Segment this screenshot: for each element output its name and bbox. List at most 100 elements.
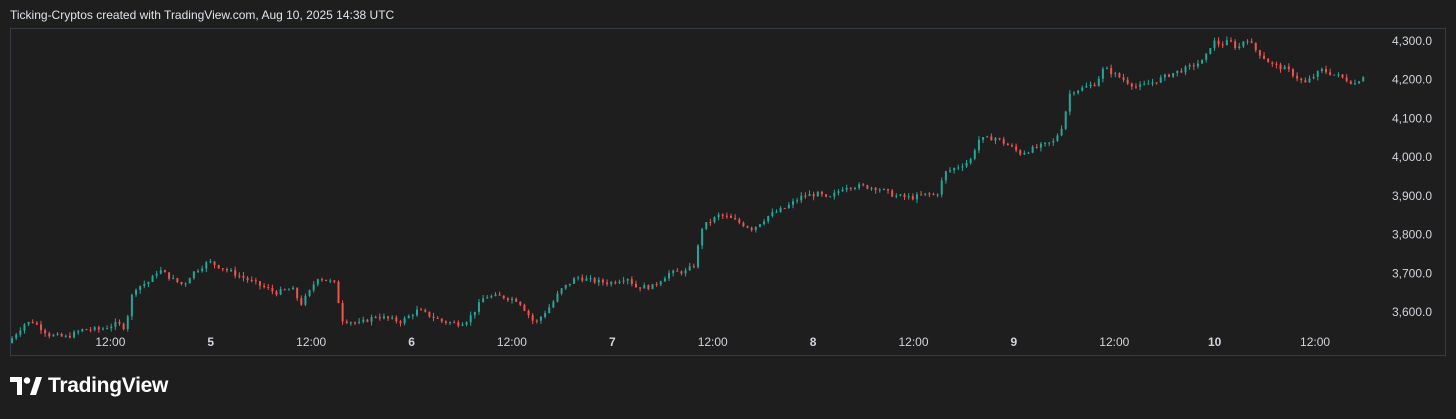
candle-body (1209, 48, 1212, 54)
candle-body (126, 316, 129, 330)
candle-body (1039, 143, 1042, 148)
candle-body (35, 322, 38, 325)
candle-body (1312, 76, 1315, 79)
candle-body (969, 158, 972, 164)
candle-body (998, 138, 1001, 140)
candle-body (1122, 77, 1125, 80)
candle-body (296, 287, 299, 299)
candle-body (254, 280, 257, 282)
candle-body (60, 333, 63, 337)
candle-body (1180, 70, 1183, 73)
candle-body (1329, 72, 1332, 75)
candle-body (721, 214, 724, 216)
candle-body (730, 215, 733, 218)
candle-body (915, 194, 918, 200)
candle-body (1139, 84, 1142, 87)
time-axis[interactable]: 12:00 5 12:00 6 12:00 7 12:00 8 12:00 9 12:00 10 12:… (95, 335, 1330, 349)
candle-body (230, 270, 233, 272)
candle-body (1163, 74, 1166, 78)
time-tick-label: 12:00 (898, 335, 928, 349)
price-tick-label: 3,800.0 (1392, 228, 1432, 242)
candle-body (1114, 73, 1117, 75)
candle-body (870, 187, 873, 189)
candle-body (527, 310, 530, 316)
candle-body (440, 318, 443, 322)
candle-body (139, 285, 142, 290)
candle-body (639, 287, 642, 289)
candle-body (444, 321, 447, 323)
candle-body (1238, 46, 1241, 48)
candle-body (833, 192, 836, 197)
candle-body (39, 324, 42, 331)
candle-body (1110, 68, 1113, 75)
candle-body (1126, 79, 1129, 84)
candle-body (1250, 41, 1253, 43)
candle-body (907, 196, 910, 198)
candle-body (428, 311, 431, 317)
candle-body (601, 279, 604, 283)
candle-body (1147, 83, 1150, 85)
candle-body (143, 283, 146, 286)
candle-body (312, 284, 315, 291)
candle-body (151, 275, 154, 282)
price-tick-label: 4,100.0 (1392, 111, 1432, 125)
time-tick-label: 12:00 (497, 335, 527, 349)
candle-body (192, 271, 195, 279)
candle-body (1308, 78, 1311, 83)
candle-body (924, 193, 927, 195)
candle-body (279, 289, 282, 295)
candle-body (424, 309, 427, 312)
tradingview-logo[interactable]: TradingView (10, 374, 168, 398)
candle-body (845, 187, 848, 190)
candle-body (647, 285, 650, 290)
candle-body (1279, 64, 1282, 70)
time-tick-label: 5 (207, 335, 214, 349)
candle-body (482, 298, 485, 303)
candle-body (382, 316, 385, 319)
candle-body (858, 184, 861, 188)
candle-body (738, 219, 741, 223)
candle-body (911, 196, 914, 200)
candle-body (234, 270, 237, 276)
price-tick-label: 3,900.0 (1392, 189, 1432, 203)
candle-body (953, 168, 956, 171)
candle-body (461, 324, 464, 326)
candle-body (701, 228, 704, 246)
candle-body (486, 297, 489, 299)
candle-body (44, 330, 47, 334)
candle-body (118, 321, 121, 324)
candle-body (775, 211, 778, 213)
candle-body (763, 221, 766, 225)
candle-body (449, 322, 452, 324)
candle-body (411, 315, 414, 317)
candle-body (920, 194, 923, 196)
candle-body (1353, 83, 1356, 85)
candle-body (1035, 146, 1038, 148)
candle-body (1333, 74, 1336, 76)
candle-body (1271, 62, 1274, 64)
candle-body (626, 279, 629, 281)
time-tick-label: 12:00 (296, 335, 326, 349)
candle-body (618, 281, 621, 284)
chart-frame[interactable] (10, 28, 1446, 356)
candle-body (457, 322, 460, 326)
candle-body (680, 271, 683, 274)
candle-body (1362, 77, 1365, 82)
candle-body (366, 319, 369, 322)
time-tick-label: 12:00 (1300, 335, 1330, 349)
candle-body (796, 200, 799, 202)
candle-body (1044, 142, 1047, 144)
candle-body (391, 317, 394, 319)
candle-body (370, 316, 373, 322)
candle-body (593, 278, 596, 283)
candle-body (849, 187, 852, 189)
candle-body (502, 295, 505, 299)
candle-body (316, 279, 319, 285)
candle-body (1213, 40, 1216, 49)
price-axis[interactable]: 3,600.0 3,700.0 3,800.0 3,900.0 4,000.0 4,100… (1392, 34, 1432, 319)
candle-body (250, 280, 253, 282)
candle-body (758, 224, 761, 227)
candle-body (205, 262, 208, 269)
candle-body (1300, 78, 1303, 81)
